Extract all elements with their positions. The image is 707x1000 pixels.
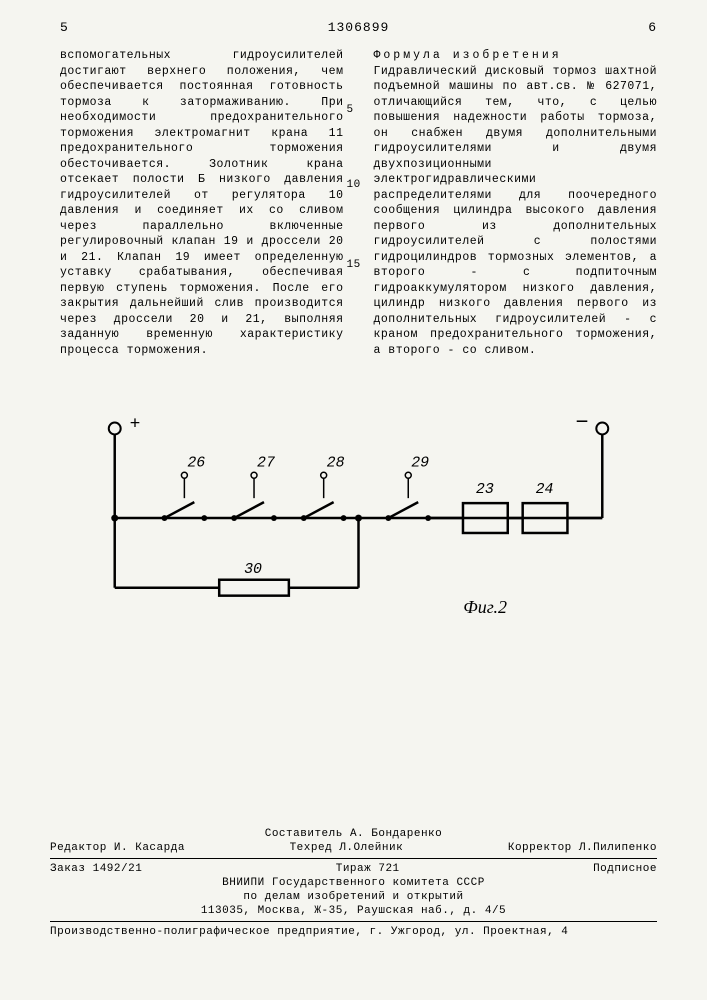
label-28: 28 <box>327 456 345 472</box>
page-number-left: 5 <box>60 20 69 35</box>
label-24: 24 <box>536 482 554 498</box>
body-text-right: Гидравлический дисковый тормоз шахтной п… <box>374 65 658 357</box>
text-columns: вспомогательных гидроусилителей достигаю… <box>60 48 657 358</box>
printer: Производственно-полиграфическое предприя… <box>50 926 657 938</box>
formula-title: Формула изобретения <box>374 49 562 62</box>
plus-label: + <box>130 415 141 435</box>
column-right: 5 10 15 Формула изобретения Гидравлическ… <box>359 48 658 358</box>
line-marker-5: 5 <box>347 103 354 118</box>
order-number: Заказ 1492/21 <box>50 863 142 875</box>
label-29: 29 <box>411 456 429 472</box>
compiler-line: Составитель А. Бондаренко <box>50 828 657 840</box>
page-number-right: 6 <box>648 20 657 35</box>
body-text-left: вспомогательных гидроусилителей достигаю… <box>60 49 344 357</box>
org-line-1: ВНИИПИ Государственного комитета СССР <box>50 877 657 889</box>
order-row: Заказ 1492/21 Тираж 721 Подписное <box>50 863 657 875</box>
terminal-minus <box>596 423 608 435</box>
circuit-diagram: + − 26 27 <box>60 398 657 658</box>
patent-number: 1306899 <box>328 20 390 35</box>
line-marker-15: 15 <box>347 258 361 273</box>
column-left: вспомогательных гидроусилителей достигаю… <box>60 48 349 358</box>
line-marker-10: 10 <box>347 178 361 193</box>
label-23: 23 <box>476 482 494 498</box>
techred: Техред Л.Олейник <box>290 842 404 854</box>
label-30: 30 <box>244 562 262 578</box>
editor: Редактор И. Касарда <box>50 842 185 854</box>
address: 113035, Москва, Ж-35, Раушская наб., д. … <box>50 905 657 917</box>
subscription: Подписное <box>593 863 657 875</box>
label-26: 26 <box>187 456 205 472</box>
terminal-plus <box>109 423 121 435</box>
figure-label: Фиг.2 <box>463 597 507 618</box>
page-header: 5 1306899 6 <box>60 20 657 40</box>
label-27: 27 <box>257 456 275 472</box>
page: 5 1306899 6 вспомогательных гидроусилите… <box>0 0 707 1000</box>
tirazh: Тираж 721 <box>336 863 400 875</box>
resistor-30 <box>219 580 289 596</box>
editor-row: Редактор И. Касарда Техред Л.Олейник Кор… <box>50 842 657 854</box>
corrector: Корректор Л.Пилипенко <box>508 842 657 854</box>
minus-label: − <box>575 411 588 436</box>
footer: Составитель А. Бондаренко Редактор И. Ка… <box>50 826 657 940</box>
org-line-2: по делам изобретений и открытий <box>50 891 657 903</box>
